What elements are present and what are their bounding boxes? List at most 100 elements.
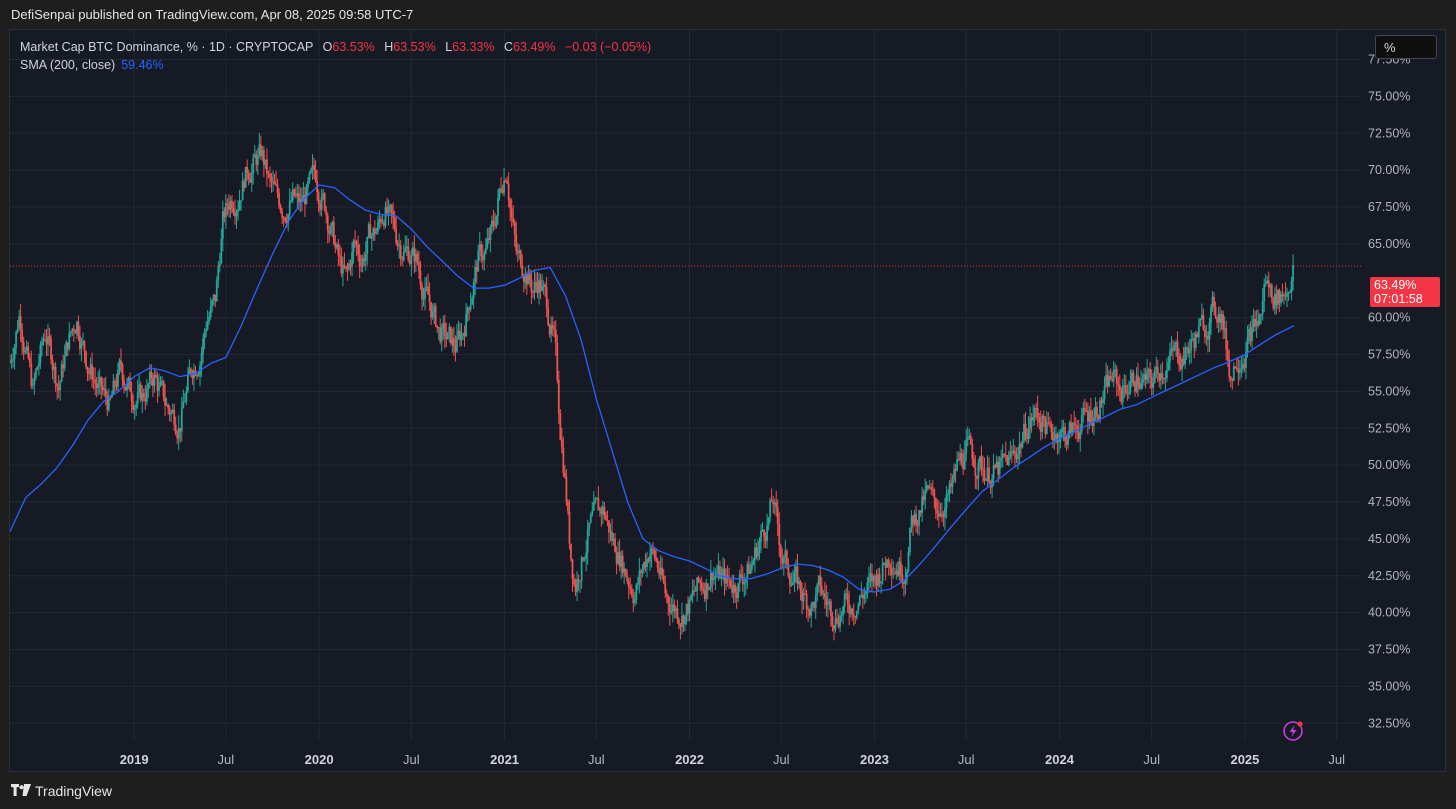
candle-body — [709, 572, 712, 588]
candle-body — [351, 252, 353, 267]
candle-body — [772, 501, 775, 505]
candle-body — [1223, 328, 1226, 330]
candle-body — [1210, 307, 1212, 323]
candle-body — [1013, 450, 1016, 454]
candle-body — [319, 203, 322, 210]
candle-body — [1231, 379, 1234, 381]
candle-body — [354, 240, 356, 243]
candle-body — [545, 287, 548, 308]
candle-body — [1225, 328, 1228, 350]
candle-body — [413, 247, 416, 262]
candle-body — [1266, 280, 1269, 284]
candle-body — [886, 559, 889, 568]
x-tick-label: 2022 — [675, 752, 704, 767]
candle-body — [752, 560, 755, 565]
candle-body — [27, 346, 30, 358]
candle-body — [822, 593, 825, 595]
candle-body — [454, 345, 457, 352]
candle-body — [439, 327, 442, 342]
candle-body — [896, 570, 899, 576]
chart-pane[interactable]: 77.50%75.00%72.50%70.00%67.50%65.00%60.0… — [9, 29, 1446, 772]
candle-body — [892, 573, 895, 575]
candle-body — [156, 376, 159, 391]
candle-body — [36, 366, 39, 370]
candle-body — [585, 552, 588, 559]
candle-body — [687, 604, 689, 614]
lightning-icon[interactable] — [1282, 720, 1304, 742]
scale-percent-button[interactable]: % — [1375, 35, 1437, 59]
candle-body — [135, 403, 138, 408]
candle-body — [849, 608, 852, 614]
sma-line — [10, 184, 1295, 593]
candle-body — [1044, 418, 1047, 434]
candle-body — [895, 570, 898, 574]
candle-body — [714, 576, 717, 578]
candle-body — [337, 244, 340, 256]
candle-body — [1167, 362, 1170, 370]
candle-body — [270, 176, 273, 182]
candle-body — [1103, 386, 1106, 400]
candle-body — [1270, 284, 1273, 299]
price-chart[interactable]: 77.50%75.00%72.50%70.00%67.50%65.00%60.0… — [10, 30, 1447, 773]
candle-body — [662, 575, 665, 583]
candle-body — [988, 467, 990, 482]
candle-body — [1229, 376, 1232, 380]
candle-body — [1162, 377, 1165, 379]
candle-body — [1135, 375, 1138, 392]
candle-body — [342, 264, 344, 274]
candle-body — [266, 159, 268, 174]
candle-body — [624, 568, 627, 577]
candle-body — [384, 207, 387, 226]
candle-body — [626, 576, 629, 581]
candle-body — [335, 244, 338, 248]
candle-body — [1073, 423, 1076, 425]
candle-body — [130, 391, 133, 402]
candle-body — [807, 608, 810, 610]
candle-body — [179, 427, 182, 432]
candle-body — [197, 375, 200, 377]
candle-body — [1237, 368, 1240, 373]
candle-body — [1175, 341, 1177, 346]
candle-body — [606, 519, 609, 521]
publish-header: DefiSenpai published on TradingView.com,… — [11, 7, 414, 22]
candle-body — [775, 502, 778, 508]
candle-body — [977, 462, 980, 479]
candle-body — [162, 380, 165, 397]
candle-body — [1004, 454, 1007, 456]
candle-body — [788, 575, 791, 586]
candle-body — [1115, 369, 1118, 385]
candle-body — [373, 228, 376, 234]
candle-body — [223, 211, 226, 218]
y-tick-label: 42.50% — [1368, 569, 1410, 583]
candle-body — [430, 302, 433, 318]
candle-body — [345, 266, 347, 268]
candle-body — [1202, 315, 1205, 330]
y-tick-label: 75.00% — [1368, 89, 1410, 103]
candle-body — [188, 368, 191, 375]
candle-body — [676, 608, 679, 620]
candle-body — [1105, 374, 1107, 387]
candle-body — [658, 568, 661, 575]
candle-body — [1079, 431, 1082, 439]
candle-body — [550, 325, 553, 335]
candle-body — [1184, 347, 1187, 365]
candle-body — [954, 468, 957, 471]
candle-body — [144, 397, 147, 402]
candle-body — [158, 385, 160, 391]
candle-body — [500, 188, 502, 190]
candle-body — [525, 273, 528, 285]
candle-body — [139, 384, 142, 401]
candle-body — [1263, 284, 1266, 302]
candle-body — [744, 578, 747, 583]
candle-body — [918, 510, 921, 526]
candle-body — [594, 499, 597, 503]
candle-body — [208, 317, 211, 322]
candle-body — [381, 222, 384, 224]
candle-body — [1267, 280, 1270, 288]
candle-body — [302, 194, 305, 202]
candle-body — [831, 616, 834, 626]
candle-body — [737, 583, 740, 598]
candle-body — [966, 437, 969, 440]
footer-brand: TradingView — [35, 783, 113, 799]
candle-body — [1249, 328, 1252, 342]
